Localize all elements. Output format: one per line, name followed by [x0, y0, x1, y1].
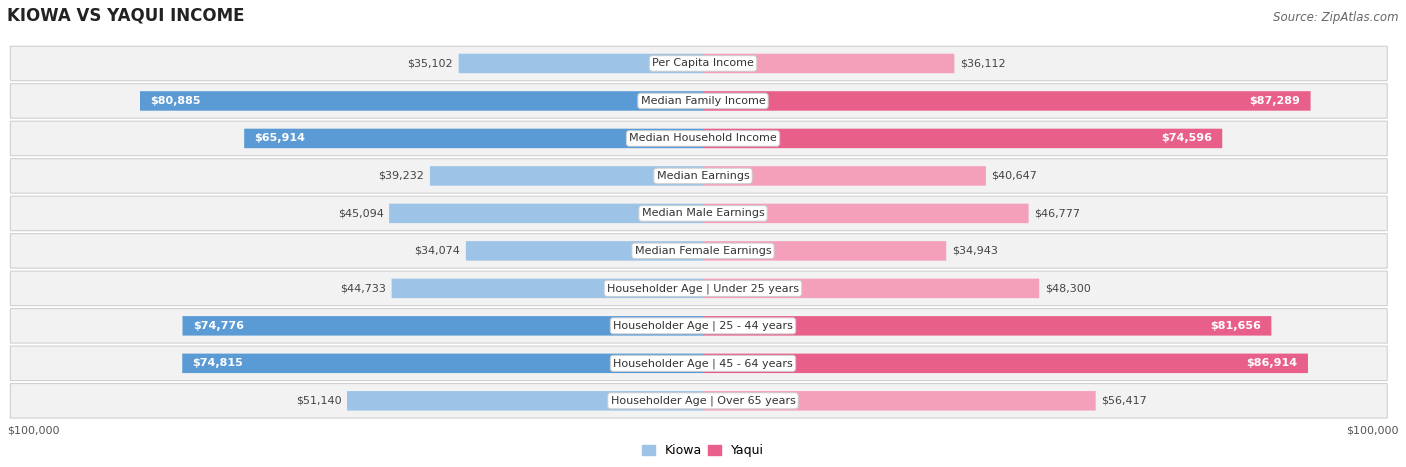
Text: Per Capita Income: Per Capita Income	[652, 58, 754, 69]
FancyBboxPatch shape	[10, 234, 1388, 268]
FancyBboxPatch shape	[703, 316, 1271, 336]
FancyBboxPatch shape	[10, 46, 1388, 81]
FancyBboxPatch shape	[703, 54, 955, 73]
FancyBboxPatch shape	[703, 354, 1308, 373]
FancyBboxPatch shape	[703, 166, 986, 186]
Text: $100,000: $100,000	[1347, 425, 1399, 435]
Text: $45,094: $45,094	[337, 208, 384, 219]
Text: Median Household Income: Median Household Income	[628, 134, 778, 143]
FancyBboxPatch shape	[389, 204, 703, 223]
Text: KIOWA VS YAQUI INCOME: KIOWA VS YAQUI INCOME	[7, 6, 245, 24]
FancyBboxPatch shape	[141, 91, 703, 111]
Legend: Kiowa, Yaqui: Kiowa, Yaqui	[637, 439, 769, 462]
FancyBboxPatch shape	[703, 129, 1222, 148]
Text: $44,733: $44,733	[340, 283, 387, 293]
Text: $80,885: $80,885	[150, 96, 201, 106]
FancyBboxPatch shape	[703, 204, 1029, 223]
FancyBboxPatch shape	[392, 279, 703, 298]
Text: $39,232: $39,232	[378, 171, 425, 181]
Text: $46,777: $46,777	[1035, 208, 1080, 219]
FancyBboxPatch shape	[10, 383, 1388, 418]
Text: $81,656: $81,656	[1211, 321, 1261, 331]
Text: $51,140: $51,140	[295, 396, 342, 406]
FancyBboxPatch shape	[10, 121, 1388, 156]
FancyBboxPatch shape	[703, 279, 1039, 298]
Text: $36,112: $36,112	[960, 58, 1005, 69]
FancyBboxPatch shape	[10, 346, 1388, 381]
FancyBboxPatch shape	[10, 196, 1388, 231]
Text: $74,596: $74,596	[1161, 134, 1212, 143]
Text: Median Female Earnings: Median Female Earnings	[634, 246, 772, 256]
FancyBboxPatch shape	[347, 391, 703, 410]
Text: $86,914: $86,914	[1246, 358, 1298, 368]
Text: $34,074: $34,074	[415, 246, 460, 256]
Text: $100,000: $100,000	[7, 425, 59, 435]
FancyBboxPatch shape	[183, 316, 703, 336]
Text: $74,776: $74,776	[193, 321, 245, 331]
FancyBboxPatch shape	[465, 241, 703, 261]
FancyBboxPatch shape	[10, 309, 1388, 343]
Text: Householder Age | 25 - 44 years: Householder Age | 25 - 44 years	[613, 321, 793, 331]
FancyBboxPatch shape	[10, 271, 1388, 305]
Text: Median Family Income: Median Family Income	[641, 96, 765, 106]
Text: $34,943: $34,943	[952, 246, 998, 256]
Text: Median Earnings: Median Earnings	[657, 171, 749, 181]
Text: $35,102: $35,102	[408, 58, 453, 69]
FancyBboxPatch shape	[430, 166, 703, 186]
Text: $87,289: $87,289	[1250, 96, 1301, 106]
Text: Householder Age | 45 - 64 years: Householder Age | 45 - 64 years	[613, 358, 793, 368]
FancyBboxPatch shape	[458, 54, 703, 73]
Text: Median Male Earnings: Median Male Earnings	[641, 208, 765, 219]
Text: $65,914: $65,914	[254, 134, 305, 143]
Text: $48,300: $48,300	[1045, 283, 1091, 293]
FancyBboxPatch shape	[10, 84, 1388, 118]
FancyBboxPatch shape	[10, 159, 1388, 193]
Text: $74,815: $74,815	[193, 358, 243, 368]
Text: Householder Age | Under 25 years: Householder Age | Under 25 years	[607, 283, 799, 294]
FancyBboxPatch shape	[703, 91, 1310, 111]
FancyBboxPatch shape	[183, 354, 703, 373]
Text: $56,417: $56,417	[1101, 396, 1147, 406]
FancyBboxPatch shape	[245, 129, 703, 148]
FancyBboxPatch shape	[703, 241, 946, 261]
Text: Householder Age | Over 65 years: Householder Age | Over 65 years	[610, 396, 796, 406]
Text: $40,647: $40,647	[991, 171, 1038, 181]
Text: Source: ZipAtlas.com: Source: ZipAtlas.com	[1274, 11, 1399, 24]
FancyBboxPatch shape	[703, 391, 1095, 410]
